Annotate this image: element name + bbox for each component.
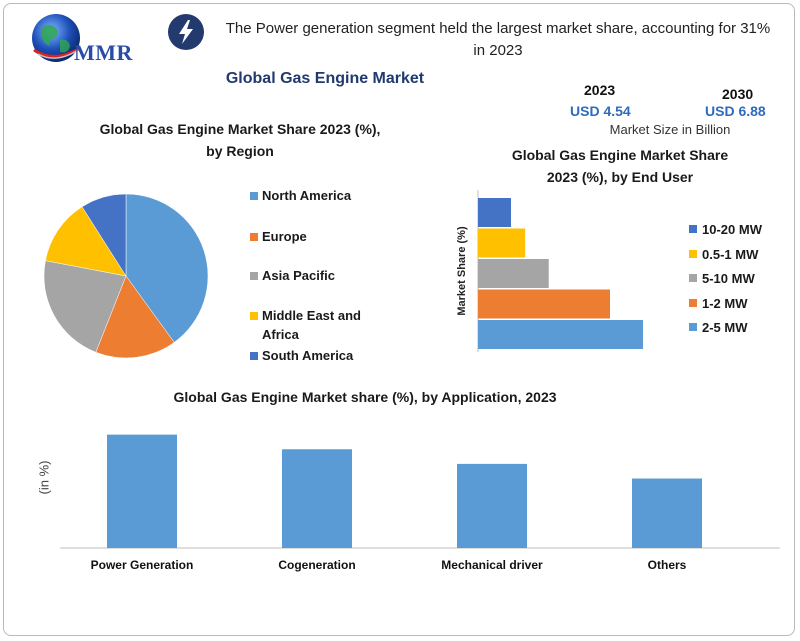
pie-title-line-2: by Region — [206, 143, 274, 159]
pie-legend-line: Middle East and — [262, 308, 361, 323]
headline-text: The Power generation segment held the la… — [225, 20, 771, 59]
end-user-legend-swatch — [689, 298, 697, 307]
pie-legend-label: South America — [262, 346, 353, 365]
pie-legend-label: North America — [262, 186, 351, 205]
application-bar-mechanical-driver — [457, 463, 527, 548]
pie-slice-asia-pacific — [43, 260, 127, 353]
pie-legend-swatch — [250, 272, 258, 280]
end-user-title-line-2: 2023 (%), by End User — [546, 169, 694, 185]
end-user-legend-label: 0.5-1 MW — [702, 246, 759, 262]
lightning-bolt-icon — [168, 14, 204, 50]
pie-legend-label: Europe — [262, 227, 307, 246]
market-size-caption: Market Size in Billion — [609, 122, 731, 137]
pie-legend-line: Africa — [262, 327, 299, 342]
infographic-frame — [3, 3, 795, 636]
pie-legend-line: Asia Pacific — [262, 268, 335, 283]
application-bar-chart — [60, 434, 780, 549]
pie-legend-swatch — [250, 192, 258, 200]
end-user-legend-label: 5-10 MW — [702, 271, 755, 286]
pie-slice-europe — [95, 275, 175, 359]
pie-slice-south-america — [81, 193, 127, 277]
pie-slice-middle-east-and-africa — [45, 206, 127, 277]
end-user-y-axis-label: Market Share (%) — [456, 226, 468, 316]
end-user-chart-title: Global Gas Engine Market Share 2023 (%),… — [490, 144, 750, 188]
pie-legend-swatch — [250, 352, 258, 360]
globe-logo-icon — [32, 14, 81, 62]
application-y-axis-label: (in %) — [36, 460, 52, 495]
application-chart-title: Global Gas Engine Market share (%), by A… — [173, 389, 557, 405]
region-pie-chart — [43, 193, 209, 359]
pie-chart-title: Global Gas Engine Market Share 2023 (%),… — [50, 118, 430, 162]
end-user-bar-chart — [477, 190, 643, 352]
application-category-label: Others — [647, 558, 687, 572]
application-bar-power-generation — [107, 434, 177, 548]
end-user-bar-1-2-mw — [478, 289, 610, 319]
end-user-legend-swatch — [689, 274, 697, 282]
page-title: Global Gas Engine Market — [225, 70, 425, 87]
logo-text: MMR — [74, 40, 133, 65]
end-user-bar-10-20-mw — [478, 198, 511, 227]
pie-legend-swatch — [250, 312, 258, 320]
value-2030-label: USD 6.88 — [705, 103, 766, 119]
application-category-label: Power Generation — [90, 558, 194, 572]
pie-legend-line: South America — [262, 348, 354, 363]
end-user-legend-label: 10-20 MW — [702, 222, 762, 237]
value-2023-label: USD 4.54 — [570, 103, 631, 119]
pie-legend-label: Asia Pacific — [262, 266, 335, 285]
end-user-legend-swatch — [689, 323, 697, 331]
pie-legend-swatch — [250, 233, 258, 241]
end-user-title-line-1: Global Gas Engine Market Share — [511, 147, 729, 163]
pie-slice-north-america — [125, 193, 209, 343]
mmr-logo: MMR — [28, 10, 158, 70]
end-user-legend-swatch — [689, 225, 697, 233]
end-user-bar-2-5-mw — [478, 320, 643, 349]
end-user-legend-label: 1-2 MW — [702, 295, 748, 311]
end-user-bar-0-5-1-mw — [478, 228, 526, 258]
end-user-legend-label: 2-5 MW — [702, 320, 748, 335]
application-bar-others — [632, 478, 702, 548]
pie-legend-line: North America — [262, 188, 352, 203]
application-bar-cogeneration — [282, 449, 352, 548]
end-user-bar-5-10-mw — [478, 259, 549, 288]
year-2030-label: 2030 — [722, 86, 754, 102]
year-2023-label: 2023 — [584, 82, 616, 98]
pie-legend-line: Europe — [262, 229, 307, 244]
end-user-legend-swatch — [689, 249, 697, 258]
application-category-label: Cogeneration — [278, 558, 356, 572]
pie-title-line-1: Global Gas Engine Market Share 2023 (%), — [99, 121, 381, 137]
application-category-label: Mechanical driver — [441, 558, 543, 572]
pie-legend-label: Middle East and Africa — [262, 306, 361, 344]
